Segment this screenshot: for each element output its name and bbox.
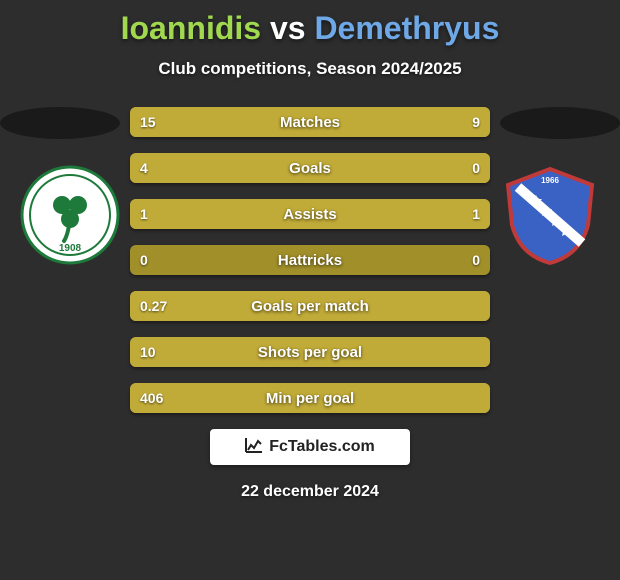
stat-row: 00Hattricks [130, 245, 490, 275]
shamrock-crest-icon: 1908 [20, 165, 120, 265]
player2-name: Demethryus [314, 10, 499, 46]
stat-row: 0.27Goals per match [130, 291, 490, 321]
stat-label: Min per goal [130, 383, 490, 413]
player1-name: Ioannidis [121, 10, 261, 46]
comparison-title: Ioannidis vs Demethryus [0, 0, 620, 47]
left-spotlight [0, 107, 120, 139]
stat-row: 11Assists [130, 199, 490, 229]
team-logo-left: 1908 [20, 165, 120, 265]
vs-text: vs [270, 10, 306, 46]
stat-row: 10Shots per goal [130, 337, 490, 367]
subtitle: Club competitions, Season 2024/2025 [0, 59, 620, 79]
team-logo-right: 1966 [500, 165, 600, 265]
logo-year-right: 1966 [541, 176, 559, 185]
brand-badge: FcTables.com [210, 429, 410, 465]
stat-bars: 159Matches 40Goals 11Assists 00Hattricks 0.2… [130, 107, 490, 413]
stat-label: Shots per goal [130, 337, 490, 367]
stat-label: Matches [130, 107, 490, 137]
stat-label: Goals [130, 153, 490, 183]
right-spotlight [500, 107, 620, 139]
shield-stars-icon: 1966 [500, 165, 600, 265]
stat-row: 406Min per goal [130, 383, 490, 413]
stat-label: Hattricks [130, 245, 490, 275]
stat-row: 159Matches [130, 107, 490, 137]
content-area: 1908 1966 159Matches 40Goals 11Assists 00Ha… [0, 107, 620, 501]
footer-date: 22 december 2024 [0, 483, 620, 501]
stat-label: Goals per match [130, 291, 490, 321]
brand-text: FcTables.com [269, 438, 375, 456]
logo-year-left: 1908 [59, 243, 82, 254]
chart-icon [245, 437, 263, 458]
stat-label: Assists [130, 199, 490, 229]
stat-row: 40Goals [130, 153, 490, 183]
